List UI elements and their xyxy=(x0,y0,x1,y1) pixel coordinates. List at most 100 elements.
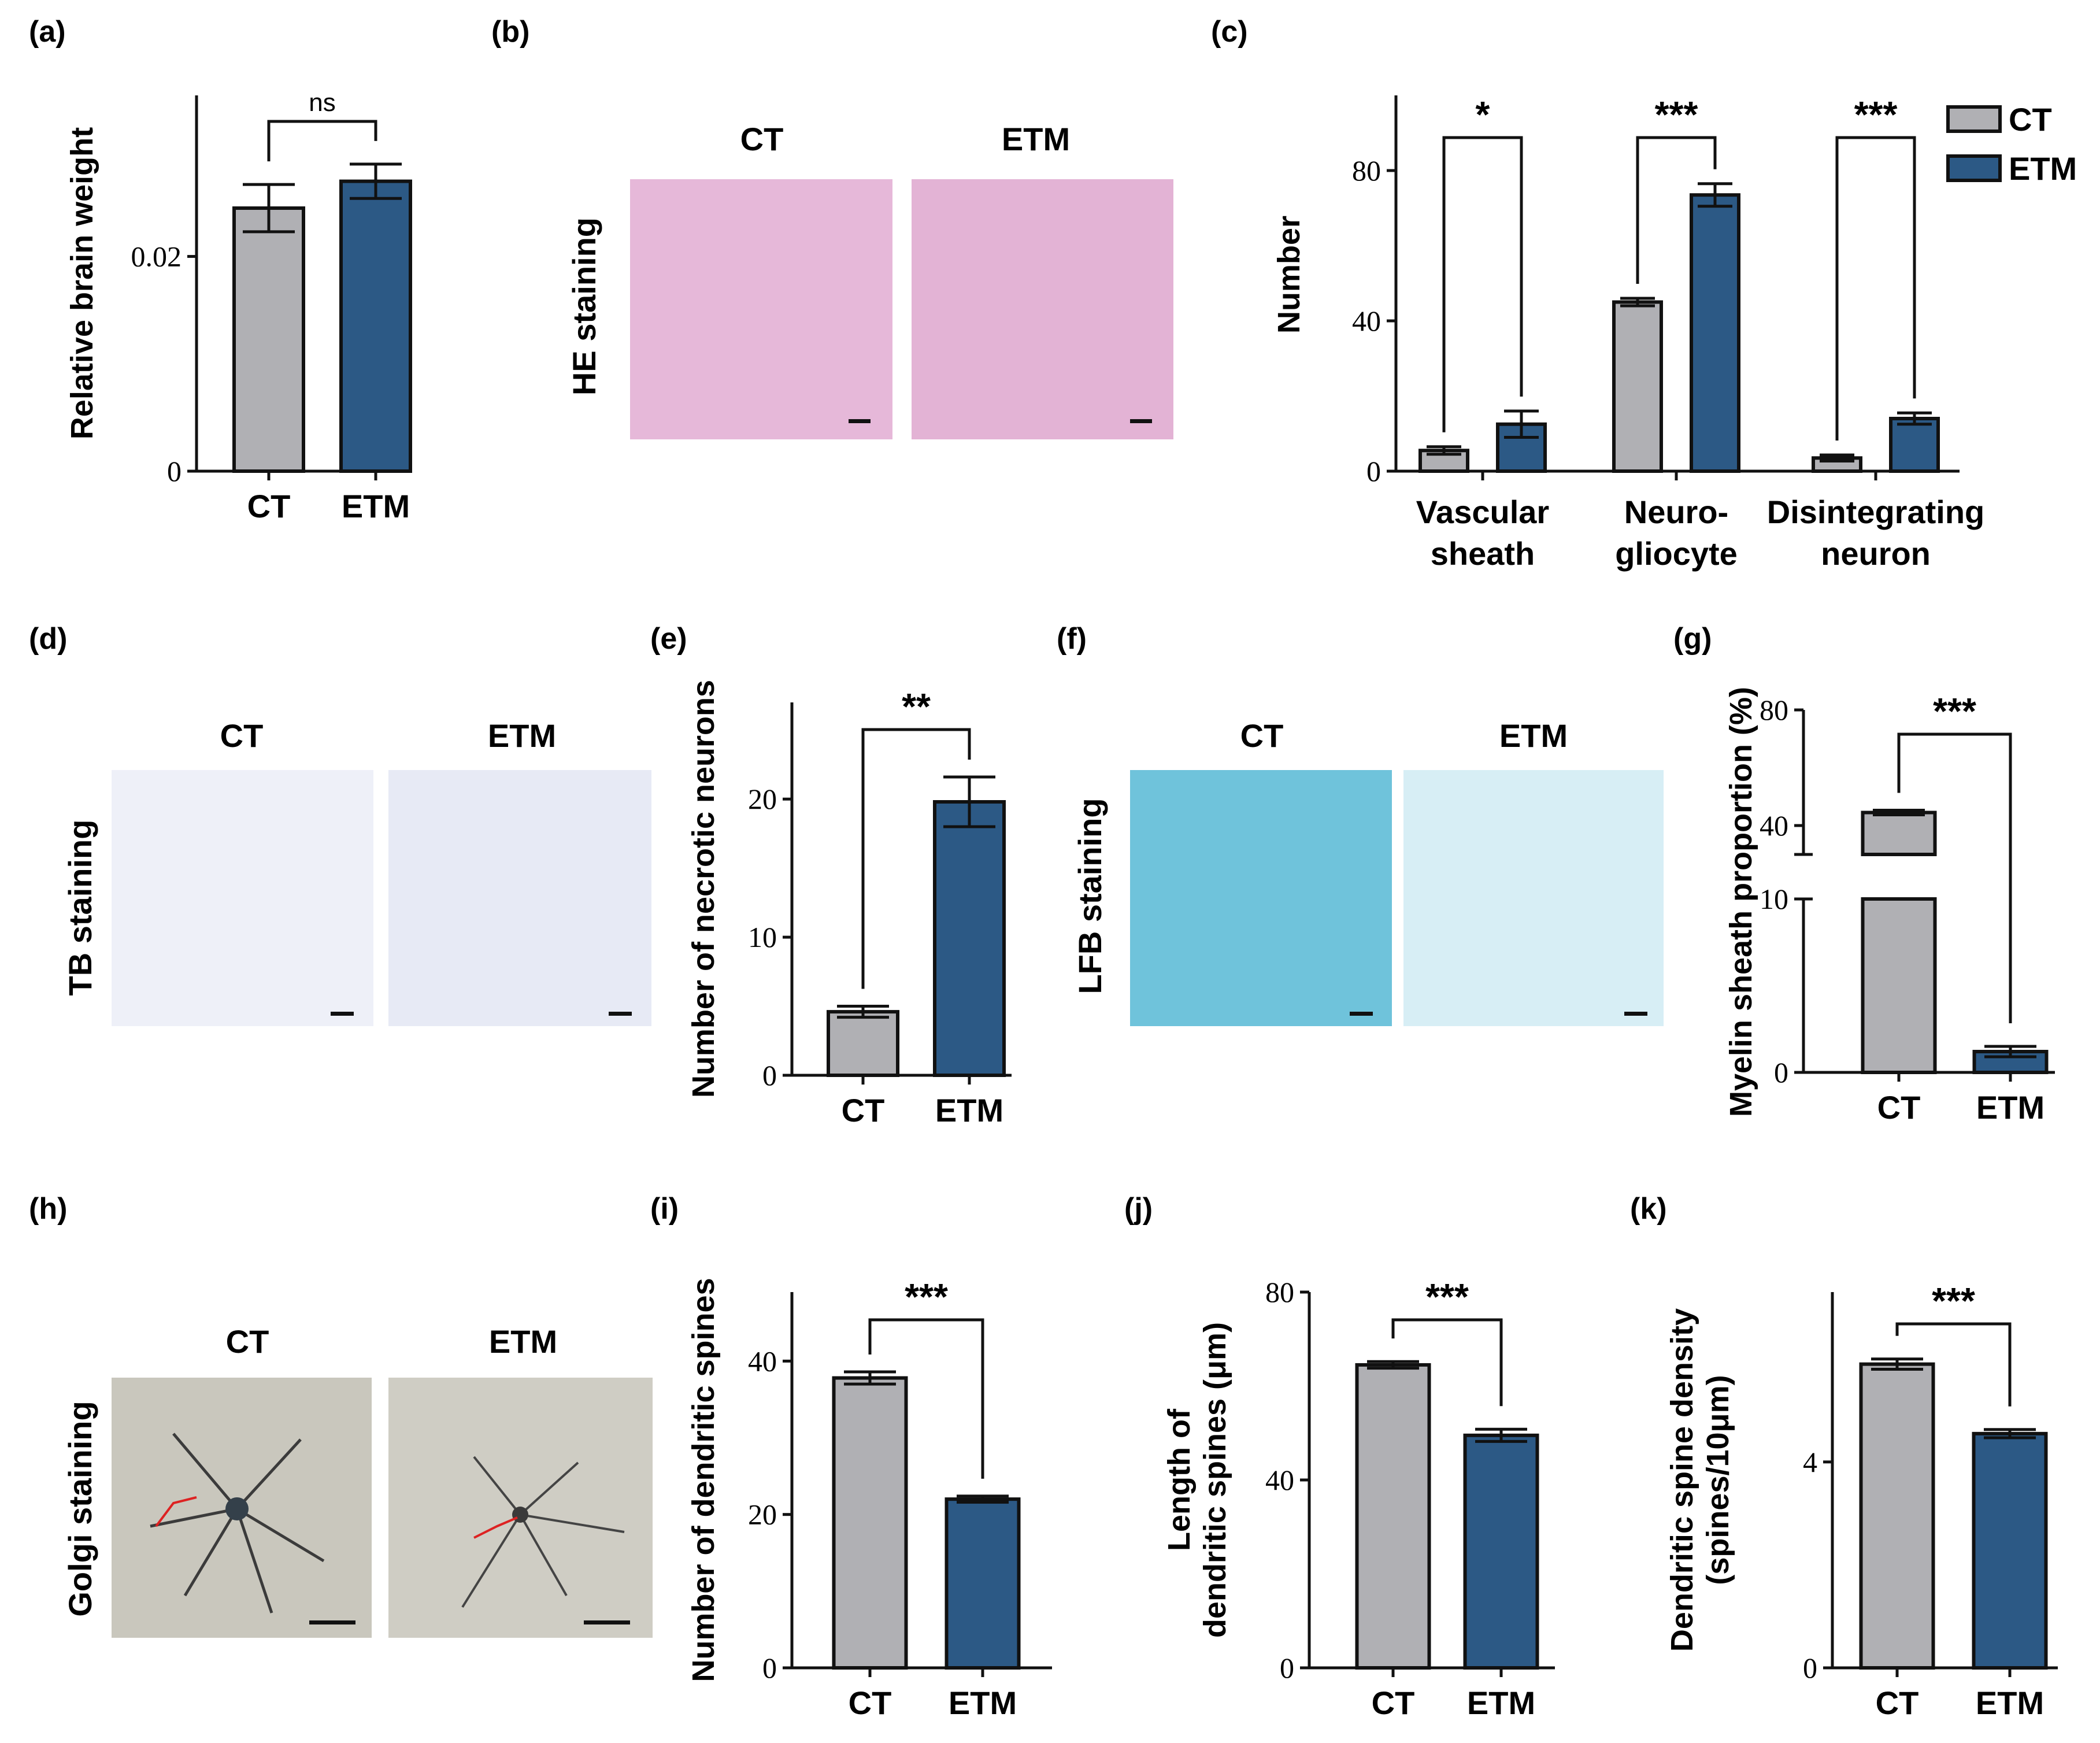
chart-j-x-tick-label: CT xyxy=(1372,1685,1415,1721)
scale-bar xyxy=(309,1620,355,1624)
chart-i-y-axis-title: Number of dendritic spines xyxy=(686,1278,721,1682)
chart-c-y-tick-label: 40 xyxy=(1352,305,1381,337)
chart-i-y-tick-label: 40 xyxy=(748,1345,777,1377)
stain-label-lfb: LFB staining xyxy=(1072,798,1108,994)
chart-a: 0 0.02 CT ETM ns Relative brain weight xyxy=(65,88,412,524)
chart-g-break-gap xyxy=(1858,859,1940,894)
chart-j-bar-ct xyxy=(1355,1363,1431,1670)
chart-e-x-tick-label: CT xyxy=(842,1092,885,1128)
chart-k-y-axis-title: Dendritic spine density xyxy=(1665,1308,1699,1652)
chart-j-y-tick-label: 0 xyxy=(1280,1652,1294,1684)
chart-k-x-tick-label: ETM xyxy=(1976,1685,2044,1721)
chart-k-significance-bracket xyxy=(1895,1322,2012,1407)
scale-bar xyxy=(609,1012,632,1016)
chart-i-bar-ct xyxy=(832,1376,908,1670)
scale-bar xyxy=(584,1620,630,1624)
chart-c-x-tick-label: Vascular xyxy=(1416,494,1549,530)
chart-g-y-tick-label: 80 xyxy=(1760,694,1788,726)
chart-j-significance-bracket xyxy=(1391,1318,1503,1407)
panel-label-f: (f) xyxy=(1057,622,1087,656)
chart-g: 0 10 40 80 CT ETM *** Myelin sheath proportion … xyxy=(1724,687,2055,1126)
chart-e-x-tick-label: ETM xyxy=(935,1092,1003,1128)
chart-g-y-tick-label: 10 xyxy=(1760,883,1788,915)
chart-a-y-axis-title: Relative brain weight xyxy=(65,127,99,439)
image-group-label-etm: ETM xyxy=(1002,121,1070,157)
chart-c-significance-bracket xyxy=(1835,136,1916,441)
chart-k-y-tick-label: 4 xyxy=(1803,1446,1817,1478)
chart-k: 0 4 CT ETM *** Dendritic spine density (spines… xyxy=(1665,1280,2058,1721)
chart-c-y-axis-title: Number xyxy=(1272,216,1306,334)
chart-e-y-axis-title: Number of necrotic neurons xyxy=(686,680,721,1098)
golgi-neuron-ct xyxy=(150,1433,325,1614)
chart-i-y-tick-label: 0 xyxy=(762,1652,777,1684)
chart-g-significance-label: *** xyxy=(1933,690,1976,732)
chart-j-y-axis-title: dendritic spines (μm) xyxy=(1198,1322,1232,1638)
chart-a-bar-etm xyxy=(339,179,412,473)
chart-c-significance-label: *** xyxy=(1655,94,1698,135)
panel-label-k: (k) xyxy=(1630,1192,1667,1226)
chart-c-y-tick-label: 0 xyxy=(1366,455,1381,487)
chart-k-bar-ct xyxy=(1859,1362,1935,1670)
chart-k-significance-label: *** xyxy=(1932,1280,1975,1322)
chart-c-significance-bracket xyxy=(1636,136,1717,284)
panel-f-lfb-images: CT ETM LFB staining xyxy=(1072,717,1664,1026)
chart-j: 0 40 80 CT ETM *** Length of dendritic spines (… xyxy=(1162,1276,1555,1721)
panel-labels: (a) (b) (c) (d) (e) (f) (g) (h) (i) (j) … xyxy=(29,15,1712,1226)
chart-j-y-tick-label: 40 xyxy=(1265,1464,1294,1496)
chart-a-x-tick-label: CT xyxy=(247,488,291,524)
chart-j-significance-label: *** xyxy=(1425,1276,1469,1318)
chart-c-x-tick-label: Neuro- xyxy=(1624,494,1728,530)
scale-bar xyxy=(331,1012,354,1016)
image-group-label-ct: CT xyxy=(226,1323,269,1360)
chart-c-y-tick-label: 80 xyxy=(1352,154,1381,187)
image-group-label-etm: ETM xyxy=(488,717,556,754)
golgi-soma-ct xyxy=(225,1497,249,1520)
image-group-label-ct: CT xyxy=(1240,717,1284,754)
chart-g-significance-bracket xyxy=(1897,732,2012,1023)
scale-bar xyxy=(849,419,871,423)
stain-label-golgi: Golgi staining xyxy=(62,1401,98,1616)
chart-c-significance-bracket xyxy=(1442,136,1523,432)
chart-k-y-tick-label: 0 xyxy=(1803,1652,1817,1684)
chart-i: 0 20 40 CT ETM *** Number of dendritic spines xyxy=(686,1276,1052,1721)
chart-c-x-tick-label: gliocyte xyxy=(1615,535,1738,572)
chart-e-y-tick-label: 10 xyxy=(748,921,777,953)
legend-c: CT ETM xyxy=(1946,101,2077,187)
chart-j-x-tick-label: ETM xyxy=(1467,1685,1535,1721)
image-group-label-etm: ETM xyxy=(1499,717,1568,754)
traced-dendrite-etm xyxy=(473,1516,518,1539)
chart-j-y-tick-label: 80 xyxy=(1265,1276,1294,1308)
chart-g-bar-ct-upper xyxy=(1861,811,1937,856)
lfb-micrograph-ct xyxy=(1130,770,1392,1026)
image-group-label-ct: CT xyxy=(220,717,264,754)
scale-bar xyxy=(1130,419,1152,423)
panel-label-c: (c) xyxy=(1211,15,1248,49)
panel-label-b: (b) xyxy=(491,15,529,49)
tb-micrograph-etm xyxy=(388,770,651,1026)
chart-c-x-tick-label: sheath xyxy=(1431,535,1535,572)
charts-layer: 0 0.02 CT ETM ns Relative brain weight 0 10 20 CT… xyxy=(65,88,2058,1721)
legend-label-etm: ETM xyxy=(2009,150,2077,187)
panel-label-d: (d) xyxy=(29,622,67,656)
panel-b-he-images: CT ETM HE staining xyxy=(566,121,1173,439)
panel-h-golgi-images: CT ETM Golgi staining xyxy=(62,1323,653,1638)
chart-a-significance-label: ns xyxy=(309,88,335,117)
chart-g-y-tick-label: 40 xyxy=(1760,809,1788,842)
chart-j-bar-etm xyxy=(1463,1433,1539,1670)
chart-c-significance-label: * xyxy=(1476,94,1490,135)
panel-label-i: (i) xyxy=(650,1192,679,1226)
chart-a-y-tick-label: 0.02 xyxy=(131,240,182,273)
chart-c: 0 40 80 * Vascular sheath *** Neuro-gliocyte ***… xyxy=(1272,94,1984,572)
chart-k-bar-etm xyxy=(1972,1431,2048,1670)
chart-c-bar-ct xyxy=(1612,300,1663,473)
chart-c-significance-label: *** xyxy=(1854,94,1898,135)
chart-e-significance-bracket xyxy=(861,728,971,989)
chart-g-bar-ct-lower xyxy=(1861,897,1937,1074)
chart-e-bar-ct xyxy=(827,1010,899,1077)
chart-g-y-axis-title: Myelin sheath proportion (%) xyxy=(1724,687,1758,1117)
chart-c-bar-etm xyxy=(1889,417,1940,473)
panel-label-a: (a) xyxy=(29,15,66,49)
chart-e-y-tick-label: 20 xyxy=(748,783,777,815)
chart-a-y-tick-label: 0 xyxy=(167,455,182,487)
